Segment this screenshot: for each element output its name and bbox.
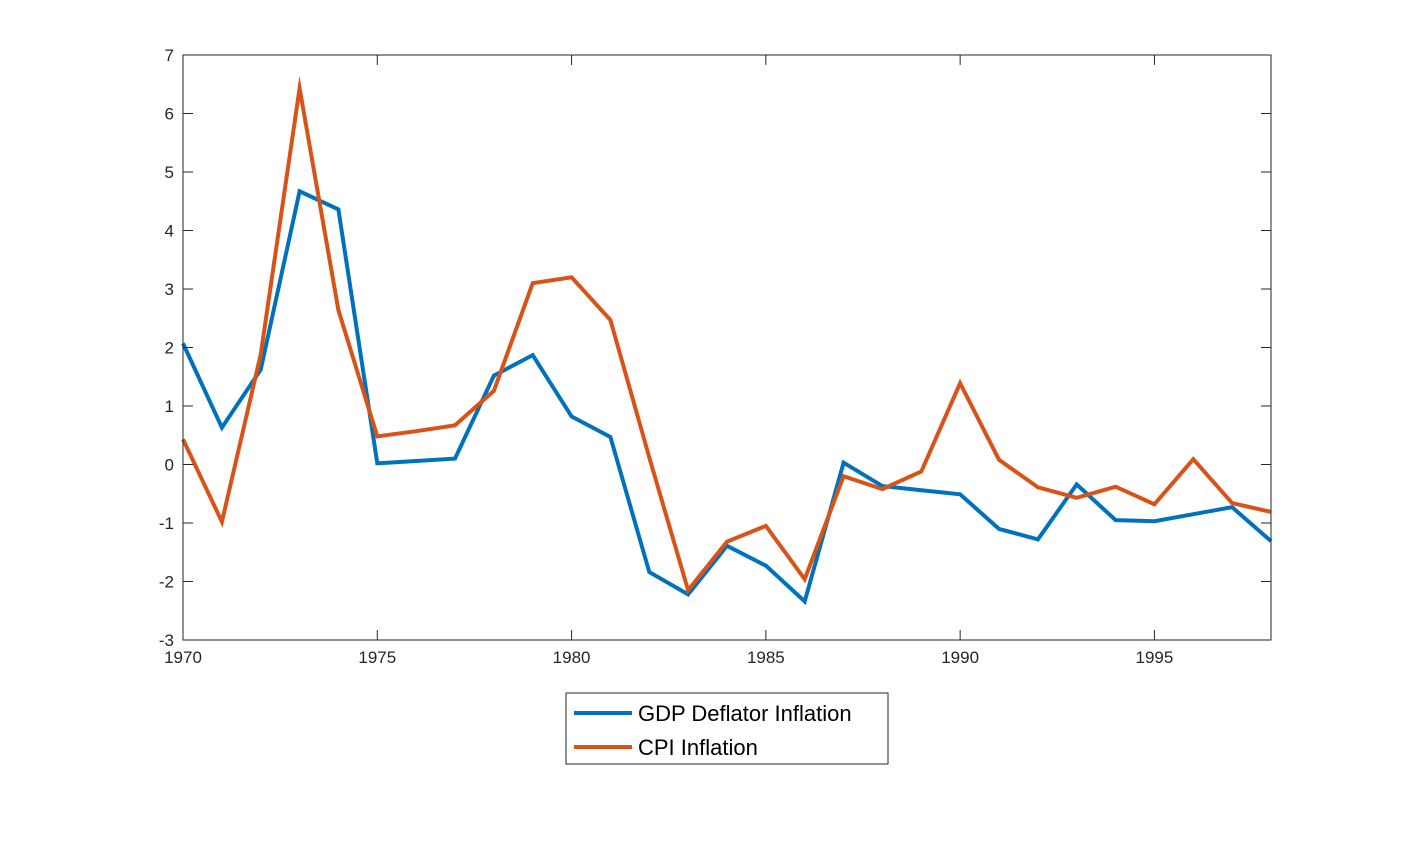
series-line-1 bbox=[181, 188, 1273, 606]
series-line-2 bbox=[181, 75, 1272, 595]
plot-area bbox=[183, 55, 1271, 640]
x-tick-label: 1970 bbox=[164, 648, 202, 667]
x-tick-label: 1990 bbox=[941, 648, 979, 667]
y-tick-label: -2 bbox=[159, 573, 174, 592]
x-tick-label: 1995 bbox=[1136, 648, 1174, 667]
legend-label-2: CPI Inflation bbox=[638, 735, 758, 760]
axes-layer: -3 -2 -1 0 1 2 3 4 5 6 7 1970 1975 1980 1985 1990 1995 bbox=[159, 46, 1272, 667]
legend-box bbox=[565, 692, 889, 765]
legend-label-1: GDP Deflator Inflation bbox=[638, 701, 852, 726]
x-tick-label: 1975 bbox=[358, 648, 396, 667]
y-tick-label: 6 bbox=[165, 105, 174, 124]
x-tick-label: 1985 bbox=[747, 648, 785, 667]
y-tick-label: 5 bbox=[165, 163, 174, 182]
y-tick-label: 4 bbox=[165, 222, 174, 241]
series-layer bbox=[181, 75, 1273, 606]
y-tick-label: 7 bbox=[165, 46, 174, 65]
y-tick-label: 2 bbox=[165, 339, 174, 358]
y-tick-label: -3 bbox=[159, 631, 174, 650]
y-tick-label: 3 bbox=[165, 280, 174, 299]
legend: GDP Deflator Inflation CPI Inflation bbox=[565, 692, 889, 765]
plot-background bbox=[183, 55, 1271, 640]
y-tick-label: 1 bbox=[165, 397, 174, 416]
x-tick-label: 1980 bbox=[553, 648, 591, 667]
y-tick-label: 0 bbox=[165, 456, 174, 475]
y-tick-label: -1 bbox=[159, 514, 174, 533]
